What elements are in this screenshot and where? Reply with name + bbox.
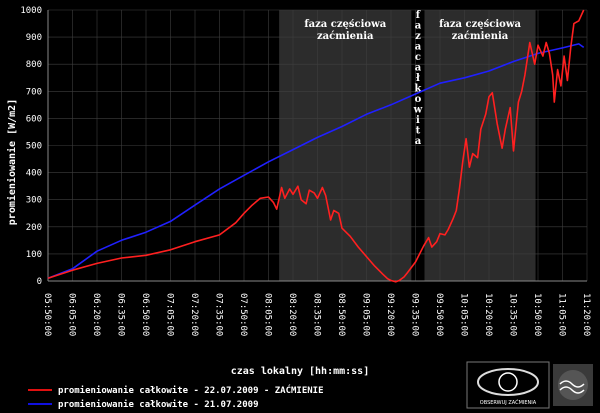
x-tick-label: 05:50:00	[42, 293, 52, 336]
imgw-logo	[553, 364, 593, 406]
phase-label-total: o	[415, 94, 422, 105]
phase-label-total: ł	[416, 73, 420, 84]
y-tick-label: 300	[26, 196, 42, 206]
y-tick-label: 500	[26, 142, 42, 152]
series-line-reference	[47, 43, 585, 280]
phase-label-total: f	[416, 10, 421, 21]
y-tick-label: 400	[26, 169, 42, 179]
x-tick-label: 10:05:00	[459, 293, 469, 336]
phase-label-total: a	[415, 42, 422, 53]
phase-label-total: a	[415, 136, 422, 147]
x-tick-label: 09:35:00	[410, 293, 420, 336]
phase-label-total: t	[416, 126, 421, 137]
x-tick-label: 07:05:00	[165, 293, 175, 336]
x-tick-label: 07:50:00	[238, 293, 248, 336]
y-ticks: 0 100 200 300 400 500 600 700 800 900 1000	[20, 6, 42, 287]
x-ticks: 05:50:00 06:05:00 06:20:00 06:35:00 06:50:00…	[42, 293, 591, 336]
x-tick-label: 08:20:00	[287, 293, 297, 336]
x-tick-label: 10:35:00	[508, 293, 518, 336]
x-tick-label: 10:20:00	[483, 293, 493, 336]
phase-label-partial-2: faza częściowa	[439, 19, 521, 30]
phase-label-total: c	[415, 52, 421, 63]
y-tick-label: 700	[26, 87, 42, 97]
x-tick-label: 08:05:00	[263, 293, 273, 336]
phase-label-partial-2: zaćmienia	[452, 31, 509, 42]
phase-label-total: w	[413, 105, 423, 116]
phase-label-partial-1: faza częściowa	[304, 19, 386, 30]
logo-caption: OBSERWUJ ZAĆMIENIA	[480, 399, 537, 406]
legend-label-reference: promieniowanie całkowite - 21.07.2009	[58, 399, 258, 410]
x-tick-label: 08:35:00	[312, 293, 322, 336]
x-tick-label: 09:05:00	[361, 293, 371, 336]
phase-label-total: a	[415, 21, 422, 32]
y-axis-label: promieniowanie [W/m2]	[6, 99, 18, 225]
x-tick-label: 09:50:00	[434, 293, 444, 336]
x-axis-label: czas lokalny [hh:mm:ss]	[231, 366, 369, 377]
eclipse-logo: OBSERWUJ ZAĆMIENIA	[466, 361, 550, 409]
x-tick-label: 11:05:00	[557, 293, 567, 336]
y-tick-label: 100	[26, 250, 42, 260]
x-tick-label: 06:20:00	[91, 293, 101, 336]
phase-label-total: i	[416, 115, 420, 126]
phase-label-total: z	[415, 31, 421, 42]
y-tick-label: 0	[37, 277, 42, 287]
legend: promieniowanie całkowite - 22.07.2009 - …	[28, 384, 324, 410]
x-tick-label: 06:35:00	[116, 293, 126, 336]
series-lines	[47, 9, 585, 283]
x-tick-label: 06:05:00	[67, 293, 77, 336]
x-tick-label: 07:35:00	[214, 293, 224, 336]
x-tick-label: 10:50:00	[532, 293, 542, 336]
phase-label-total: a	[415, 63, 422, 74]
x-tick-label: 06:50:00	[140, 293, 150, 336]
y-tick-label: 200	[26, 223, 42, 233]
x-tick-label: 08:50:00	[336, 293, 346, 336]
y-tick-label: 1000	[20, 6, 42, 16]
x-tick-label: 09:20:00	[385, 293, 395, 336]
grid	[47, 9, 588, 282]
x-tick-label: 07:20:00	[189, 293, 199, 336]
x-tick-label: 11:20:00	[581, 293, 591, 336]
y-tick-label: 900	[26, 33, 42, 43]
y-tick-label: 800	[26, 60, 42, 70]
y-tick-label: 600	[26, 114, 42, 124]
phase-label-partial-1: zaćmienia	[317, 31, 374, 42]
phase-label-total: k	[414, 84, 422, 95]
legend-label-eclipse: promieniowanie całkowite - 22.07.2009 - …	[58, 384, 324, 396]
series-line-eclipse	[47, 9, 585, 283]
